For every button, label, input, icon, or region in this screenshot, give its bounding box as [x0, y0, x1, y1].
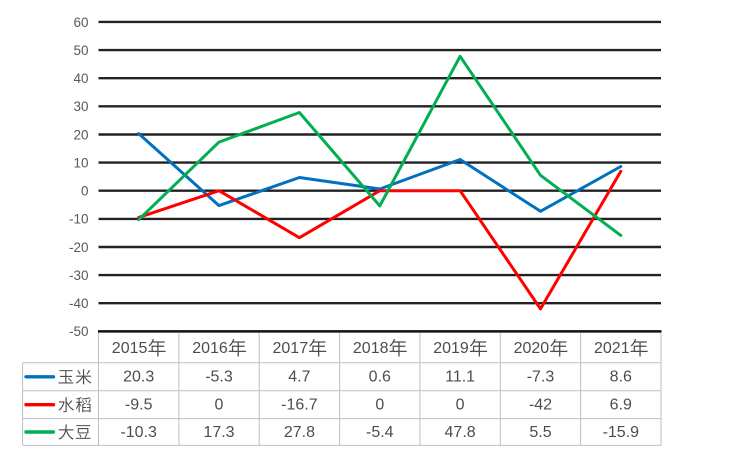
svg-text:27.8: 27.8 — [284, 424, 315, 441]
svg-text:30: 30 — [73, 99, 88, 114]
svg-text:2018: 2018 — [353, 340, 389, 357]
svg-text:17.3: 17.3 — [203, 424, 234, 441]
svg-text:-5.3: -5.3 — [205, 369, 233, 386]
svg-text:11.1: 11.1 — [445, 369, 475, 386]
svg-text:2015: 2015 — [112, 340, 148, 357]
svg-text:2020: 2020 — [514, 340, 550, 357]
svg-text:-30: -30 — [69, 268, 89, 283]
svg-text:-7.3: -7.3 — [527, 369, 555, 386]
svg-text:47.8: 47.8 — [445, 424, 476, 441]
svg-text:20: 20 — [73, 127, 88, 142]
svg-text:20.3: 20.3 — [123, 369, 154, 386]
svg-text:-15.9: -15.9 — [603, 424, 640, 441]
svg-text:50: 50 — [73, 43, 88, 58]
svg-text:-10.3: -10.3 — [120, 424, 157, 441]
svg-text:2016: 2016 — [192, 340, 228, 357]
svg-text:0: 0 — [375, 397, 384, 414]
svg-text:6.9: 6.9 — [610, 397, 632, 414]
svg-text:-42: -42 — [529, 397, 552, 414]
svg-text:-9.5: -9.5 — [125, 397, 153, 414]
svg-text:2019: 2019 — [433, 340, 469, 357]
svg-text:-20: -20 — [69, 240, 89, 255]
svg-text:-50: -50 — [69, 324, 89, 339]
svg-text:0: 0 — [456, 397, 465, 414]
svg-text:8.6: 8.6 — [610, 369, 632, 386]
svg-text:0: 0 — [215, 397, 224, 414]
svg-text:0: 0 — [81, 184, 89, 199]
svg-text:5.5: 5.5 — [529, 424, 551, 441]
svg-text:-5.4: -5.4 — [366, 424, 394, 441]
svg-text:2021: 2021 — [594, 340, 630, 357]
svg-text:60: 60 — [73, 15, 88, 30]
svg-text:10: 10 — [73, 155, 88, 170]
svg-text:-40: -40 — [69, 296, 89, 311]
svg-text:-16.7: -16.7 — [281, 397, 318, 414]
svg-text:4.7: 4.7 — [288, 369, 310, 386]
svg-text:2017: 2017 — [273, 340, 309, 357]
svg-text:0.6: 0.6 — [369, 369, 391, 386]
svg-text:-10: -10 — [69, 212, 89, 227]
svg-text:40: 40 — [73, 71, 88, 86]
